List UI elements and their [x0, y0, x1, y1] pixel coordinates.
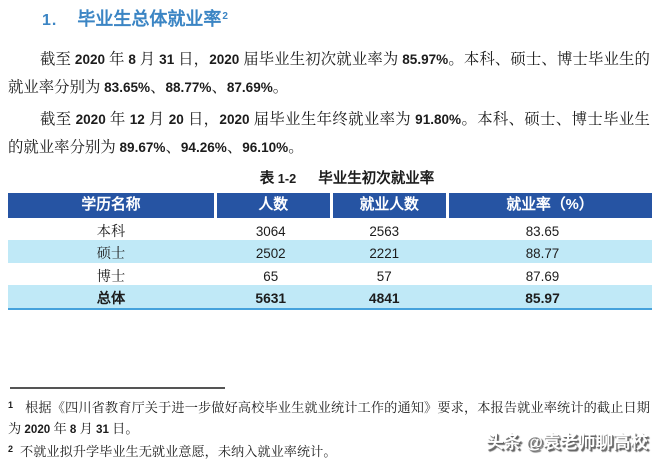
table-header-rate: 就业率（%） [448, 193, 652, 218]
heading-number: 1. [42, 12, 58, 29]
heading-footnote-ref: 2 [222, 11, 228, 22]
footnote-2: 2 不就业拟升学毕业生无就业意愿，未纳入就业率统计。 [8, 438, 650, 461]
cell-count: 2502 [255, 246, 286, 261]
heading-title: 毕业生总体就业率 [77, 9, 222, 29]
footnote-2-marker: 2 [8, 444, 14, 454]
cell-degree: 总体 [96, 291, 126, 307]
cell-rate: 85.97 [525, 291, 560, 306]
paragraph-2-line-2: 的就业率分别为 89.67%、94.26%、96.10%。 [8, 139, 304, 156]
table-caption-label: 表 1-2 [259, 171, 297, 187]
table-row-total: 总体 5631 4841 85.97 [8, 285, 652, 308]
cell-rate: 88.77 [525, 246, 560, 261]
table-caption-title: 毕业生初次就业率 [318, 171, 435, 187]
table-row: 本科 3064 2563 83.65 [8, 218, 652, 241]
footnote-1: 1 根据《四川省教育厅关于进一步做好高校毕业生就业统计工作的通知》要求，本报告就业… [8, 394, 650, 440]
footnote-separator [10, 387, 225, 389]
cell-count: 3064 [255, 223, 286, 239]
employment-table: 学历名称 人数 就业人数 就业率（%） 本科 3064 2563 83.65 硕… [8, 193, 652, 310]
table-header-count: 人数 [216, 193, 330, 218]
table-caption: 表 1-2 毕业生初次就业率 [0, 169, 660, 189]
table-row: 硕士 2502 2221 88.77 [8, 240, 652, 263]
footnote-1-line-2: 为 2020 年 8 月 31 日。 [8, 421, 139, 436]
watermark: 头条 @袁老师聊高校 [486, 432, 648, 452]
cell-employed: 2563 [369, 223, 400, 239]
cell-rate: 83.65 [525, 223, 560, 239]
cell-employed: 57 [376, 268, 392, 284]
table-bottom-border [8, 307, 652, 310]
cell-employed: 4841 [368, 291, 400, 306]
cell-count: 5631 [255, 291, 287, 306]
cell-employed: 2221 [369, 246, 400, 261]
paragraph-2-line-1: 截至 2020 年 12 月 20 日，2020 届毕业生年终就业率为 91.8… [40, 111, 650, 128]
footnote-1-line-1: 根据《四川省教育厅关于进一步做好高校毕业生就业统计工作的通知》要求，本报告就业率… [25, 400, 650, 415]
paragraph-1: 截至 2020 年 8 月 31 日，2020 届毕业生初次就业率为 85.97… [8, 46, 650, 102]
table-header-row: 学历名称 人数 就业人数 就业率（%） [8, 193, 652, 218]
section-heading: 1. 毕业生总体就业率2 [42, 7, 228, 31]
cell-degree: 硕士 [96, 246, 126, 262]
cell-degree: 本科 [96, 223, 126, 240]
paragraph-2: 截至 2020 年 12 月 20 日，2020 届毕业生年终就业率为 91.8… [8, 106, 650, 162]
table-header-degree: 学历名称 [8, 193, 214, 218]
footnote-2-line-1: 不就业拟升学毕业生无就业意愿，未纳入就业率统计。 [20, 444, 337, 459]
table-header-employed: 就业人数 [332, 193, 446, 218]
footnote-1-marker: 1 [8, 400, 14, 410]
cell-count: 65 [263, 268, 279, 284]
paragraph-1-line-1: 截至 2020 年 8 月 31 日，2020 届毕业生初次就业率为 85.97… [40, 51, 650, 68]
paragraph-1-line-2: 就业率分别为 83.65%、88.77%、87.69%。 [8, 79, 289, 96]
cell-degree: 博士 [96, 268, 126, 285]
cell-rate: 87.69 [525, 268, 560, 284]
table-row: 博士 65 57 87.69 [8, 263, 652, 286]
